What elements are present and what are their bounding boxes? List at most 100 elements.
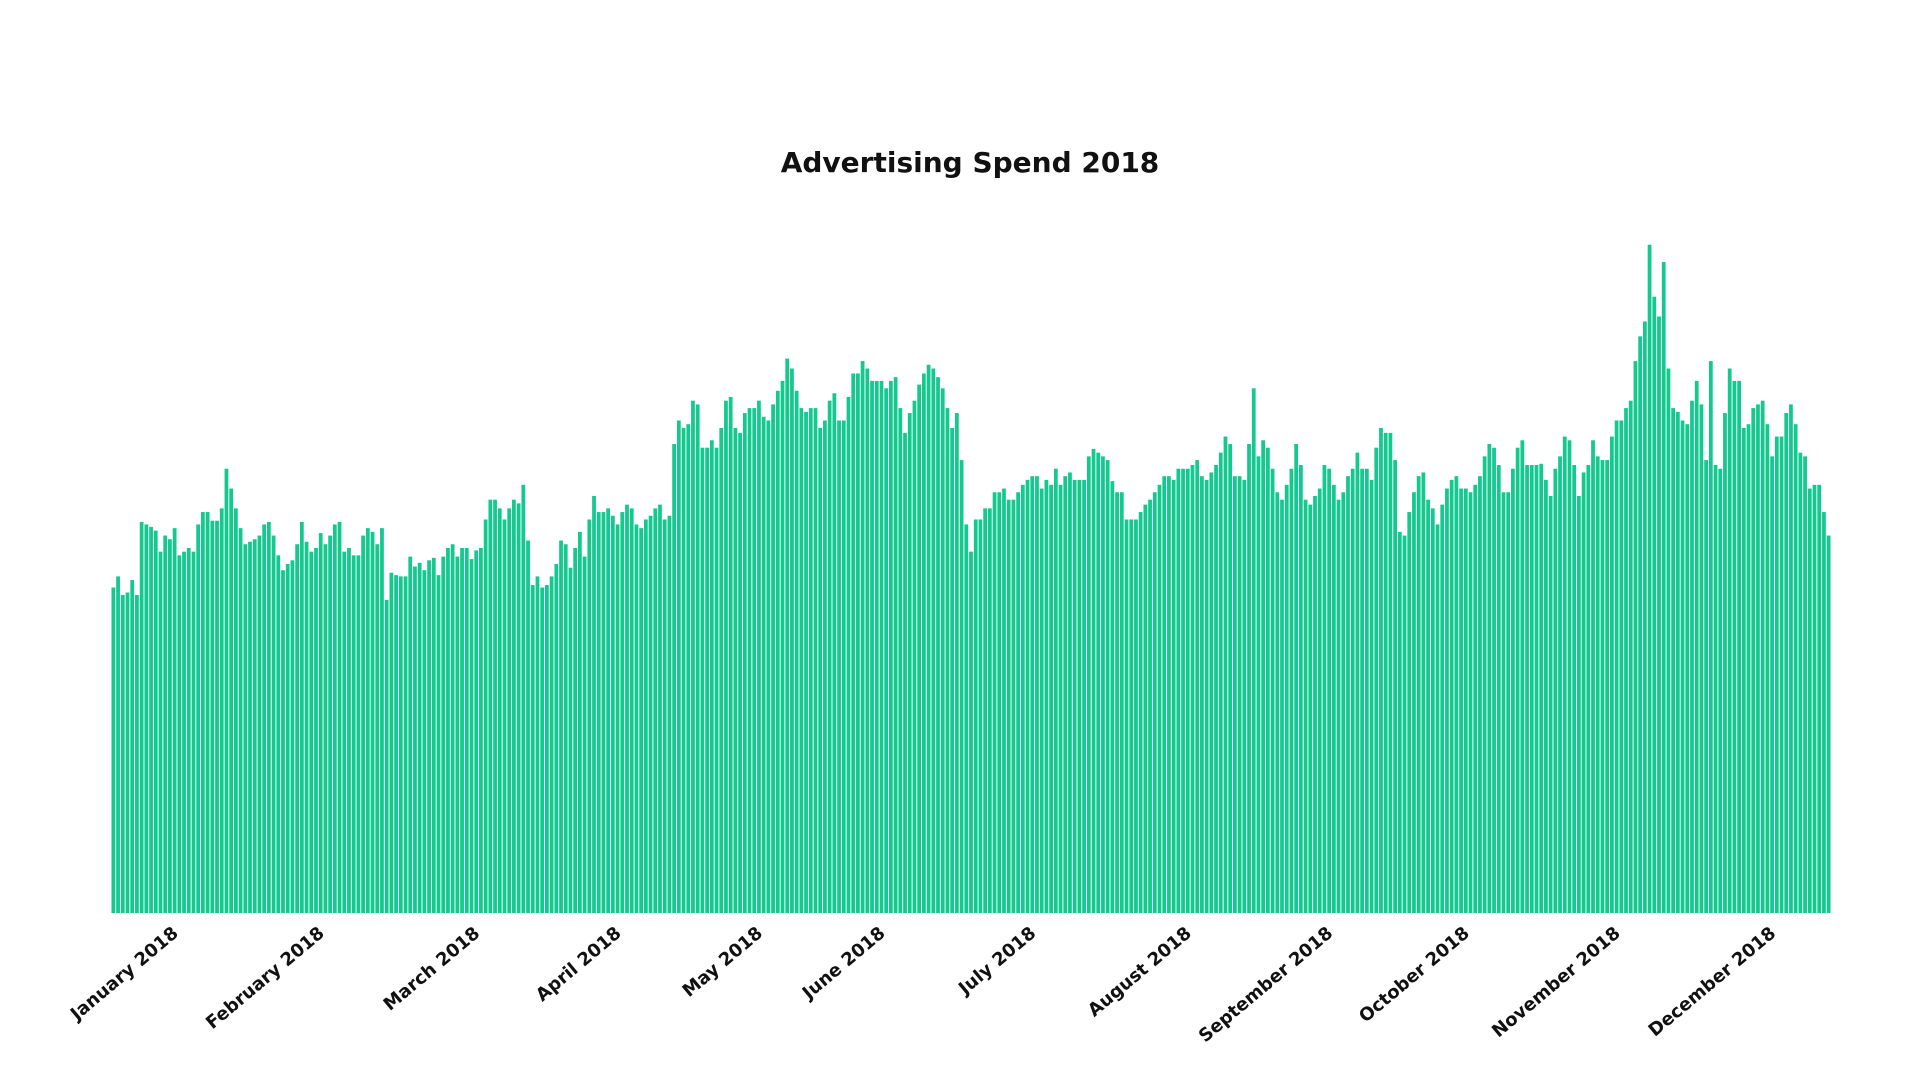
bar — [1138, 512, 1143, 913]
bar — [573, 547, 578, 913]
bar — [243, 544, 248, 913]
bar — [545, 585, 549, 913]
bar — [1595, 456, 1600, 913]
bar — [1256, 456, 1261, 913]
bar — [1723, 413, 1727, 913]
bar — [474, 550, 479, 913]
bar — [936, 377, 940, 914]
bar — [1591, 440, 1595, 913]
bar — [295, 544, 300, 913]
bar — [1053, 468, 1058, 913]
bar — [370, 531, 375, 913]
bar — [691, 400, 695, 913]
bar — [1171, 479, 1176, 913]
bar — [1807, 488, 1812, 913]
bar — [1525, 465, 1529, 913]
bar — [403, 576, 408, 913]
x-tick-label: July 2018 — [953, 923, 1040, 1001]
bar — [450, 544, 455, 913]
bar — [497, 508, 502, 913]
bar — [168, 539, 172, 913]
bar — [361, 535, 365, 913]
bar — [1346, 476, 1350, 913]
bar — [1327, 468, 1332, 913]
bar — [1379, 427, 1383, 913]
bar — [926, 364, 931, 914]
bar — [742, 413, 747, 913]
bar — [1421, 472, 1426, 913]
bar — [1638, 336, 1643, 913]
bar — [634, 524, 639, 913]
bar — [398, 576, 403, 913]
bar — [1671, 408, 1676, 913]
bar — [1407, 512, 1412, 913]
bar — [884, 388, 889, 913]
bar — [992, 492, 997, 913]
bar — [1756, 404, 1760, 913]
bar — [516, 503, 521, 913]
bar — [846, 396, 851, 913]
bar — [1006, 499, 1011, 913]
bar — [464, 547, 469, 913]
bar — [1708, 361, 1713, 913]
bar — [1619, 420, 1624, 913]
bar — [978, 519, 983, 913]
bar — [1741, 427, 1746, 913]
bar — [1364, 468, 1369, 913]
bar — [238, 528, 243, 913]
bar — [1600, 460, 1605, 913]
bar — [643, 519, 648, 913]
bar — [1157, 484, 1162, 913]
bar — [1614, 420, 1619, 913]
bar — [1586, 465, 1591, 913]
bar — [757, 400, 761, 913]
bar — [1129, 519, 1134, 913]
bar — [841, 420, 846, 913]
bar — [1784, 413, 1789, 913]
bar — [790, 368, 794, 913]
bar — [1770, 456, 1774, 913]
bar — [483, 519, 488, 913]
bar — [1492, 447, 1496, 913]
bar — [1020, 484, 1025, 913]
bar — [1713, 465, 1718, 913]
bar — [1779, 436, 1784, 913]
bar — [1261, 440, 1266, 913]
bar — [351, 555, 356, 913]
bar — [139, 521, 144, 913]
x-tick-label: March 2018 — [380, 923, 485, 1015]
bar — [1647, 244, 1652, 913]
bar — [1195, 460, 1200, 913]
bar — [1072, 479, 1077, 913]
bar — [912, 400, 917, 913]
bar — [681, 427, 686, 913]
bar — [1746, 424, 1751, 913]
bar — [1294, 443, 1299, 913]
bar — [1675, 411, 1680, 913]
bar — [1063, 476, 1068, 913]
bar — [233, 508, 238, 913]
bar — [1101, 456, 1105, 913]
bar — [116, 576, 120, 913]
bar — [1690, 400, 1694, 913]
bar — [686, 424, 691, 913]
bar — [431, 557, 436, 913]
bar — [1416, 476, 1421, 913]
bar — [874, 380, 879, 913]
bar — [408, 556, 413, 913]
bar — [1218, 452, 1223, 913]
bar — [799, 408, 804, 913]
bar — [1751, 408, 1756, 913]
bar — [248, 541, 252, 913]
bar — [794, 390, 799, 913]
bar — [1798, 452, 1803, 913]
bar — [1704, 460, 1709, 913]
bar — [1482, 456, 1487, 913]
bar — [1124, 519, 1129, 913]
bar — [460, 547, 464, 913]
bar — [889, 380, 893, 913]
bar — [215, 520, 219, 913]
bar — [752, 408, 757, 913]
bar — [365, 528, 370, 913]
